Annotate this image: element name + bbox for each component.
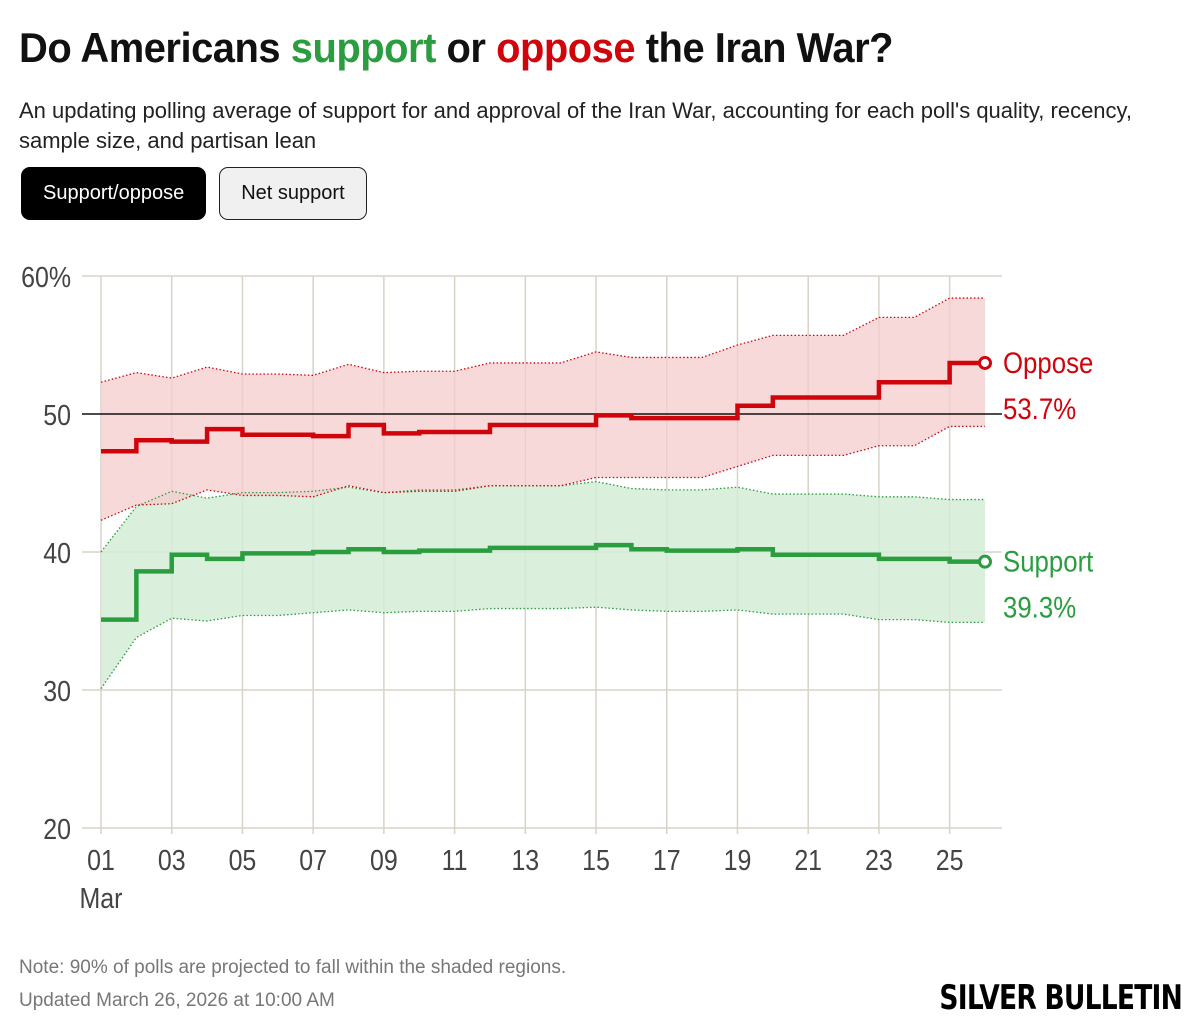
series-value-oppose: 53.7% [1003, 392, 1076, 425]
oppose-band [101, 298, 985, 521]
y-tick-label-20: 20 [43, 813, 71, 845]
chart-subtitle: An updating polling average of support f… [19, 98, 1133, 153]
updated-timestamp: Updated March 26, 2026 at 10:00 AM [19, 990, 335, 1011]
x-tick-label-13: 13 [511, 844, 539, 876]
x-tick-label-21: 21 [794, 844, 822, 876]
series-value-support: 39.3% [1003, 591, 1076, 624]
title-or: or [435, 24, 497, 71]
y-tick-label-50: 50 [43, 399, 71, 431]
x-tick-label-17: 17 [653, 844, 681, 876]
x-tick-label-07: 07 [299, 844, 327, 876]
support-oppose-tab[interactable]: Support/oppose [21, 167, 207, 220]
y-tick-label-60: 60% [21, 261, 71, 293]
support-line [101, 542, 985, 622]
chart-title: Do Americans support or oppose the Iran … [19, 20, 894, 76]
support-end-marker [978, 554, 992, 569]
title-support-word: support [290, 24, 437, 71]
x-tick-label-15: 15 [582, 844, 610, 876]
x-tick-label-23: 23 [865, 844, 893, 876]
view-toggle: Support/oppose Net support [21, 167, 367, 220]
y-tick-label-30: 30 [43, 675, 71, 707]
y-tick-label-40: 40 [43, 537, 71, 569]
series-label-support: Support [1003, 545, 1094, 578]
x-month-label: Mar [80, 882, 123, 914]
x-tick-label-25: 25 [936, 844, 964, 876]
x-tick-label-19: 19 [724, 844, 752, 876]
oppose-line [101, 360, 985, 454]
x-tick-label-01: 01 [87, 844, 115, 876]
net-support-tab[interactable]: Net support [219, 167, 367, 220]
footnote: Note: 90% of polls are projected to fall… [19, 957, 567, 978]
x-tick-label-03: 03 [158, 844, 186, 876]
title-oppose-word: oppose [496, 24, 636, 71]
x-tick-label-11: 11 [442, 844, 468, 876]
polling-chart: Oppose 53.7% Support 39.3% 20 30 40 50 60% 01 03 05… [21, 261, 1094, 914]
x-tick-label-05: 05 [229, 844, 257, 876]
series-label-oppose: Oppose [1003, 346, 1093, 379]
brand-logo: SILVER BULLETIN [939, 978, 1182, 1018]
title-prefix: Do Americans [19, 24, 291, 71]
title-suffix: the Iran War? [635, 24, 894, 71]
support-band [101, 481, 985, 689]
support-lower-bound [100, 606, 985, 689]
support-upper-bound [100, 480, 985, 553]
oppose-end-marker [978, 355, 992, 370]
x-tick-label-09: 09 [370, 844, 398, 876]
